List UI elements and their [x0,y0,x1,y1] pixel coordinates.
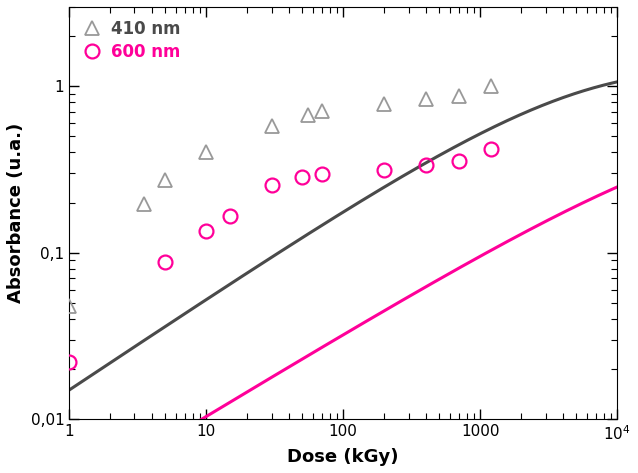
410 nm [455,94,463,99]
600 nm [65,359,73,365]
600 nm [268,182,276,188]
Legend: 410 nm, 600 nm: 410 nm, 600 nm [77,15,185,66]
410 nm [422,96,429,102]
410 nm [202,149,210,155]
410 nm [161,177,168,183]
600 nm [318,172,326,177]
600 nm [202,228,210,234]
410 nm [304,113,311,118]
600 nm [422,162,429,168]
410 nm [140,201,147,207]
600 nm [381,167,389,173]
X-axis label: Dose (kGy): Dose (kGy) [287,448,399,466]
600 nm [161,259,168,265]
410 nm [381,101,389,107]
Line: 410 nm: 410 nm [62,79,498,313]
410 nm [487,83,495,89]
410 nm [65,303,73,308]
600 nm [455,158,463,164]
Line: 600 nm: 600 nm [62,142,498,369]
600 nm [487,146,495,152]
600 nm [226,214,234,219]
410 nm [268,123,276,129]
600 nm [298,174,306,180]
410 nm [318,108,326,114]
Y-axis label: Absorbance (u.a.): Absorbance (u.a.) [7,123,25,303]
